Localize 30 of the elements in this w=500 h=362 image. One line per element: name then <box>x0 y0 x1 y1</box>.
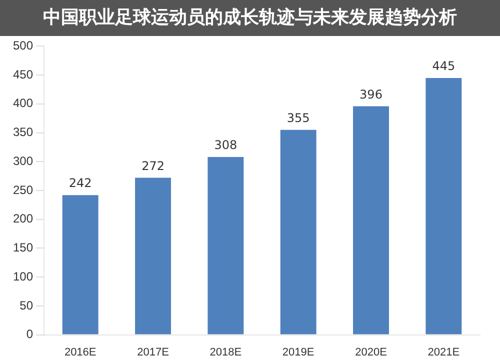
bar <box>353 106 389 334</box>
y-tick-label: 400 <box>12 96 34 110</box>
y-tick-label: 0 <box>26 327 34 342</box>
y-tick-label: 350 <box>12 125 34 140</box>
x-tick-label: 2018E <box>210 346 242 358</box>
x-tick-label: 2020E <box>355 346 387 358</box>
x-tick-label: 2016E <box>64 346 96 358</box>
y-tick-label: 250 <box>12 182 34 197</box>
x-tick-label: 2017E <box>137 346 169 358</box>
bar <box>208 157 244 334</box>
y-tick-label: 300 <box>12 154 34 168</box>
data-label: 308 <box>214 138 238 152</box>
data-label: 355 <box>286 111 310 126</box>
bar <box>135 178 171 334</box>
bar <box>426 78 462 334</box>
x-tick-label: 2021E <box>428 346 460 358</box>
bar <box>280 130 316 334</box>
y-tick-label: 100 <box>12 269 34 284</box>
y-tick-label: 450 <box>12 67 34 82</box>
y-tick-label: 500 <box>12 38 34 53</box>
y-tick-label: 150 <box>12 240 34 255</box>
data-label: 272 <box>142 158 164 173</box>
x-tick-label: 2019E <box>282 346 314 358</box>
y-tick-label: 50 <box>20 298 34 312</box>
bar <box>62 195 98 334</box>
data-label: 445 <box>432 59 456 74</box>
data-label: 396 <box>360 87 382 102</box>
chart-title: 中国职业足球运动员的成长轨迹与未来发展趋势分析 <box>0 0 500 36</box>
y-tick-label: 200 <box>12 212 34 226</box>
data-label: 242 <box>68 176 92 190</box>
